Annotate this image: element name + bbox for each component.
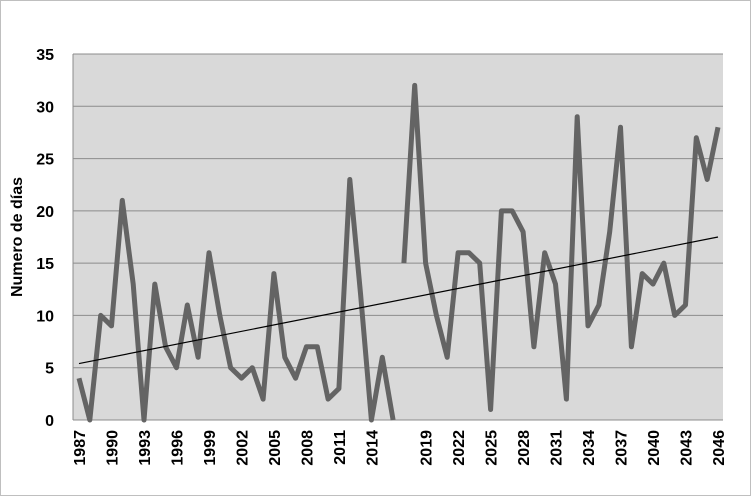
x-tick-label: 2031 bbox=[549, 430, 566, 466]
y-tick-label: 0 bbox=[45, 413, 54, 430]
x-tick-label: 1999 bbox=[202, 430, 219, 466]
x-tick-label: 2025 bbox=[484, 430, 501, 466]
x-tick-label: 2011 bbox=[332, 430, 349, 465]
x-tick-label: 2022 bbox=[451, 430, 468, 466]
trendline bbox=[78, 236, 719, 365]
x-tick-label: 2037 bbox=[614, 430, 631, 466]
y-tick-labels: 0 5 10 15 20 25 30 35 bbox=[36, 47, 54, 430]
x-tick-label: 2019 bbox=[419, 430, 436, 466]
series-line bbox=[401, 82, 721, 412]
y-axis-label: Numero de días bbox=[9, 177, 26, 297]
x-tick-label: 2008 bbox=[299, 430, 316, 466]
axes bbox=[72, 54, 723, 421]
x-tick-label: 2046 bbox=[711, 430, 728, 466]
x-tick-label: 1993 bbox=[137, 430, 154, 466]
x-tick-label: 1990 bbox=[104, 430, 121, 466]
series-line bbox=[76, 177, 396, 423]
x-tick-label: 1987 bbox=[72, 430, 89, 466]
x-tick-label: 2002 bbox=[234, 430, 251, 466]
x-tick-label: 2014 bbox=[364, 430, 381, 466]
x-tick-label: 2034 bbox=[581, 430, 598, 466]
gridlines bbox=[73, 53, 723, 369]
y-tick-label: 35 bbox=[36, 47, 54, 64]
x-tick-label: 2028 bbox=[516, 430, 533, 466]
y-tick-label: 5 bbox=[45, 361, 54, 378]
y-tick-label: 25 bbox=[36, 152, 54, 169]
y-tick-label: 15 bbox=[36, 256, 54, 273]
x-tick-labels: 1987 1990 1993 1996 1999 2002 2005 2008 2011 2014… bbox=[72, 430, 728, 466]
y-tick-label: 20 bbox=[36, 204, 54, 221]
x-tick-label: 1996 bbox=[169, 430, 186, 466]
x-tick-label: 2040 bbox=[646, 430, 663, 466]
x-tick-label: 2005 bbox=[267, 430, 284, 466]
y-tick-label: 30 bbox=[36, 99, 54, 116]
y-tick-label: 10 bbox=[36, 308, 54, 325]
series-group bbox=[76, 82, 721, 423]
x-tick-label: 2043 bbox=[679, 430, 696, 466]
plot-area bbox=[73, 54, 723, 420]
